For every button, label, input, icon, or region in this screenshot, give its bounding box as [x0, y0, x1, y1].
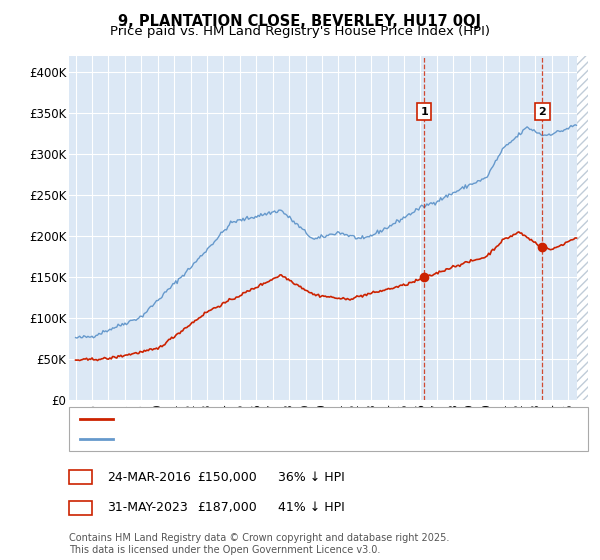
Text: Contains HM Land Registry data © Crown copyright and database right 2025.
This d: Contains HM Land Registry data © Crown c… — [69, 533, 449, 555]
Text: 1: 1 — [76, 470, 85, 484]
Text: HPI: Average price, detached house, East Riding of Yorkshire: HPI: Average price, detached house, East… — [120, 432, 477, 446]
Text: 2: 2 — [76, 501, 85, 515]
Text: 9, PLANTATION CLOSE, BEVERLEY, HU17 0QJ (detached house): 9, PLANTATION CLOSE, BEVERLEY, HU17 0QJ … — [120, 412, 488, 426]
Text: £187,000: £187,000 — [197, 501, 257, 515]
Text: 36% ↓ HPI: 36% ↓ HPI — [278, 470, 344, 484]
Text: Price paid vs. HM Land Registry's House Price Index (HPI): Price paid vs. HM Land Registry's House … — [110, 25, 490, 38]
Text: 24-MAR-2016: 24-MAR-2016 — [107, 470, 191, 484]
Bar — [577, 56, 588, 400]
Text: 31-MAY-2023: 31-MAY-2023 — [107, 501, 188, 515]
Text: 1: 1 — [420, 107, 428, 117]
Text: 9, PLANTATION CLOSE, BEVERLEY, HU17 0QJ: 9, PLANTATION CLOSE, BEVERLEY, HU17 0QJ — [119, 14, 482, 29]
Text: £150,000: £150,000 — [197, 470, 257, 484]
Text: 2: 2 — [538, 107, 546, 117]
Text: 41% ↓ HPI: 41% ↓ HPI — [278, 501, 344, 515]
